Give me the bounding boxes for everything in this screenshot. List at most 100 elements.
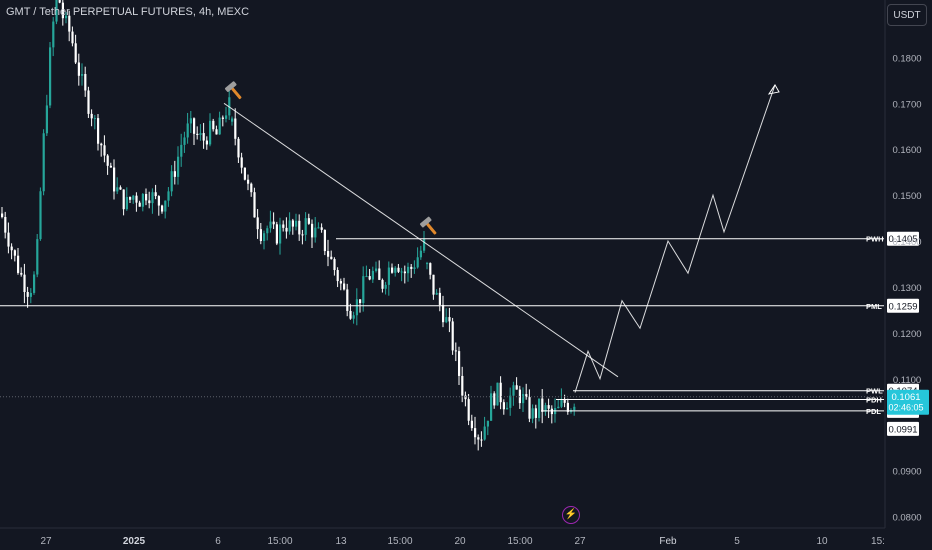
hammer-icon	[419, 216, 437, 235]
candle-body	[397, 267, 400, 272]
candle-body	[346, 289, 349, 311]
price-tick-label: 0.1200	[892, 329, 921, 340]
candle-body	[499, 382, 502, 403]
candle-body	[148, 200, 151, 204]
candle-body	[109, 165, 112, 168]
chart-title: GMT / Tether PERPETUAL FUTURES, 4h, MEXC	[6, 6, 250, 18]
candle-body	[55, 0, 58, 22]
candle-body	[307, 218, 310, 224]
level-tag: PWH	[866, 235, 884, 244]
candle-body	[496, 382, 499, 406]
candle-body	[413, 267, 416, 269]
candle-body	[566, 402, 569, 412]
candle-body	[161, 205, 164, 212]
candle-body	[221, 117, 224, 119]
candle-body	[330, 256, 333, 260]
candle-body	[90, 113, 93, 119]
candle-body	[272, 221, 275, 225]
candle-body	[177, 156, 180, 177]
candle-body	[295, 220, 298, 227]
bar-countdown-label: 02:46:05	[888, 403, 923, 413]
candle-body	[81, 74, 84, 76]
price-tick-label: 0.1300	[892, 283, 921, 294]
price-axis: 0.1800 0.1700 0.1600 0.1500 0.1400 0.1300 0.12…	[892, 53, 921, 523]
candle-body	[228, 97, 231, 116]
candle-body	[336, 270, 339, 282]
hammer-icon	[224, 81, 242, 100]
price-tick-label: 0.1100	[893, 375, 921, 386]
candle-body	[461, 375, 464, 396]
candle-body	[528, 397, 531, 419]
candle-body	[157, 196, 160, 206]
candle-body	[327, 251, 330, 257]
candle-body	[435, 292, 438, 295]
level-tag: PWL	[866, 387, 883, 396]
candle-body	[256, 217, 259, 230]
candle-body	[84, 74, 87, 91]
candle-body	[391, 267, 394, 273]
currency-button[interactable]: USDT	[887, 4, 927, 26]
candle-body	[129, 197, 132, 200]
candle-body	[560, 399, 563, 407]
candle-body	[541, 398, 544, 412]
price-tick-label: 0.1800	[892, 53, 921, 64]
candle-body	[368, 276, 371, 280]
candle-body	[33, 274, 36, 293]
candle-body	[87, 90, 90, 114]
candle-body	[218, 117, 221, 135]
candle-body	[212, 120, 215, 130]
candle-body	[68, 15, 71, 32]
candle-body	[512, 385, 515, 396]
candles-layer	[1, 0, 576, 451]
candle-body	[13, 250, 16, 256]
candle-body	[423, 238, 426, 251]
candle-body	[320, 227, 323, 230]
price-tick-label: 0.1400	[892, 237, 921, 248]
hammer-head	[419, 216, 432, 228]
candle-body	[97, 118, 100, 144]
candle-body	[93, 118, 96, 120]
candle-body	[234, 118, 237, 139]
candle-body	[116, 187, 119, 192]
candle-body	[199, 133, 202, 135]
candle-body	[4, 216, 7, 233]
candle-body	[170, 171, 173, 192]
candle-body	[196, 133, 199, 135]
candle-body	[193, 118, 196, 134]
candle-body	[119, 187, 122, 190]
candle-body	[231, 118, 234, 122]
candle-body	[371, 270, 374, 280]
candle-body	[71, 31, 74, 44]
candle-body	[39, 191, 42, 240]
candle-body	[502, 402, 505, 410]
price-tick-label: 0.1600	[892, 145, 921, 156]
candle-body	[381, 279, 384, 289]
candle-body	[538, 398, 541, 418]
time-tick-label: 5	[734, 536, 740, 547]
candle-body	[362, 276, 365, 304]
candle-body	[189, 118, 192, 124]
candle-body	[154, 192, 157, 197]
time-tick-label: 20	[454, 536, 466, 547]
candle-body	[23, 274, 26, 292]
candle-body	[125, 197, 128, 210]
candle-body	[263, 233, 266, 241]
candle-body	[506, 407, 509, 410]
candle-body	[483, 426, 486, 440]
candle-body	[317, 227, 320, 229]
candle-body	[403, 271, 406, 274]
candle-body	[349, 310, 352, 319]
candle-body	[45, 105, 48, 134]
level-price-label: 0.0991	[888, 424, 917, 435]
candle-body	[259, 229, 262, 241]
candle-body	[10, 246, 13, 251]
candle-body	[563, 399, 566, 403]
candle-body	[282, 224, 285, 228]
candle-body	[343, 283, 346, 290]
candle-body	[384, 284, 387, 289]
candle-body	[525, 394, 528, 398]
candle-body	[442, 304, 445, 323]
level-tag: PDL	[866, 407, 881, 416]
lightning-icon[interactable]: ⚡	[562, 506, 580, 524]
